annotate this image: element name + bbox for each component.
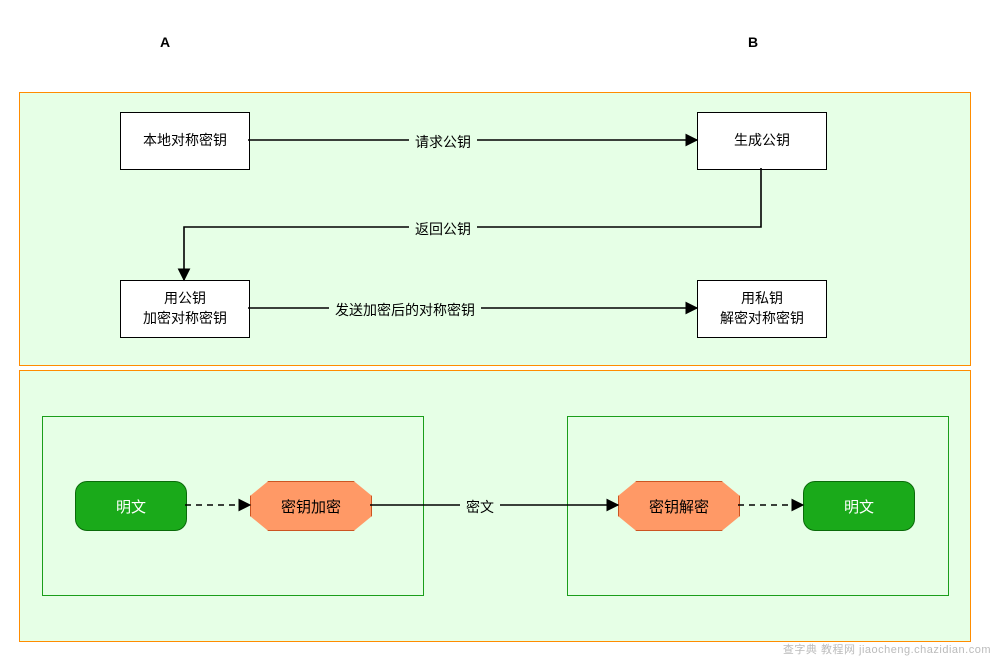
edge-label-send-symkey: 发送加密后的对称密钥 [329,300,481,320]
node-gen-pubkey: 生成公钥 [697,112,827,170]
node-local-symkey: 本地对称密钥 [120,112,250,170]
title-a: A [160,34,170,50]
edge-label-ciphertext: 密文 [460,497,500,517]
watermark: 查字典 教程网 jiaocheng.chazidian.com [783,641,991,657]
edge-label-request-pubkey: 请求公钥 [409,132,477,152]
node-key-decrypt: 密钥解密 [618,481,740,531]
title-b: B [748,34,758,50]
node-decrypt-symkey: 用私钥 解密对称密钥 [697,280,827,338]
node-plaintext-out: 明文 [803,481,915,531]
node-encrypt-symkey: 用公钥 加密对称密钥 [120,280,250,338]
node-plaintext-in: 明文 [75,481,187,531]
node-key-encrypt: 密钥加密 [250,481,372,531]
edge-label-return-pubkey: 返回公钥 [409,219,477,239]
